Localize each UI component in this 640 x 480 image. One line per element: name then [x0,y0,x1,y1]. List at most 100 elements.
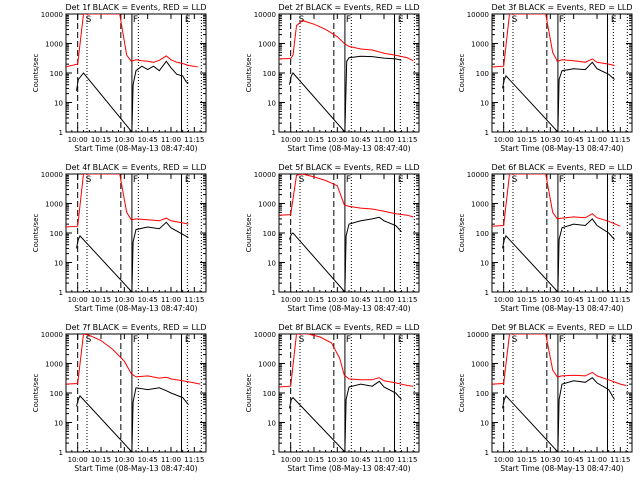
x-tick-label: 11:00 [161,456,181,464]
panel-det-2: Det 2f BLACK = Events, RED = LLD 1 10 100 10… [245,3,420,153]
x-axis-label: Start Time (08-May-13 08:47:40) [500,464,623,473]
y-axis-label: Counts/sec [458,214,466,253]
marker-annotation: E [398,175,404,185]
marker-annotation: E [611,15,617,25]
marker-annotation: S [512,175,518,185]
y-tick-label: 1 [59,449,63,457]
x-tick-label: 11:15 [184,296,204,304]
x-tick-label: 10:45 [564,136,584,144]
y-tick-label: 100 [476,70,489,78]
y-tick-label: 100 [263,230,276,238]
x-axis-label: Start Time (08-May-13 08:47:40) [500,304,623,313]
x-tick-label: 10:45 [351,296,371,304]
x-tick-label: 10:15 [517,456,537,464]
events-series-line [289,55,402,132]
x-tick-label: 10:45 [138,296,158,304]
events-series-line [76,60,189,132]
x-tick-label: 10:30 [327,296,347,304]
y-tick-label: 100 [476,390,489,398]
y-tick-label: 1 [485,289,489,297]
y-tick-label: 10000 [467,331,489,339]
lld-series-line [279,19,414,62]
x-tick-label: 11:15 [397,136,417,144]
x-tick-label: 11:00 [587,456,607,464]
panel-title: Det 2f BLACK = Events, RED = LLD [278,3,419,12]
marker-annotation: E [185,335,191,345]
y-tick-label: 10 [480,100,489,108]
events-series-line [76,221,189,292]
y-tick-label: 100 [50,390,63,398]
x-tick-label: 10:00 [281,456,301,464]
plot-frame [278,173,420,293]
x-tick-label: 10:30 [114,296,134,304]
x-axis-label: Start Time (08-May-13 08:47:40) [74,464,197,473]
x-axis-label: Start Time (08-May-13 08:47:40) [74,304,197,313]
y-tick-label: 100 [50,230,63,238]
events-series-line [76,387,189,452]
x-tick-label: 10:45 [351,136,371,144]
y-tick-label: 1 [485,129,489,137]
y-tick-label: 100 [263,70,276,78]
y-tick-label: 1 [272,449,276,457]
panel-title: Det 3f BLACK = Events, RED = LLD [491,3,632,12]
y-axis-label: Counts/sec [245,54,253,93]
x-tick-label: 10:30 [114,456,134,464]
plot-frame [278,13,420,133]
x-tick-label: 11:00 [587,296,607,304]
y-tick-label: 10000 [254,11,276,19]
x-tick-label: 10:00 [494,136,514,144]
x-tick-label: 10:00 [68,456,88,464]
y-tick-label: 1000 [45,201,63,209]
plot-frame [65,173,207,293]
panel-title: Det 8f BLACK = Events, RED = LLD [278,323,419,332]
x-tick-label: 10:30 [540,456,560,464]
x-tick-label: 10:15 [517,136,537,144]
y-tick-label: 10 [54,260,63,268]
lld-series-line [279,174,414,218]
y-tick-label: 1000 [258,201,276,209]
y-axis-label: Counts/sec [32,374,40,413]
y-tick-label: 10000 [41,171,63,179]
x-tick-label: 10:15 [304,296,324,304]
marker-annotation: S [86,335,92,345]
x-axis-label: Start Time (08-May-13 08:47:40) [287,144,410,153]
lld-series-line [492,14,615,68]
marker-annotation: E [185,15,191,25]
lld-series-line [66,14,198,68]
x-tick-label: 10:00 [494,296,514,304]
x-tick-label: 10:15 [517,296,537,304]
x-tick-label: 11:00 [374,136,394,144]
x-tick-label: 11:15 [184,456,204,464]
panel-det-9: Det 9f BLACK = Events, RED = LLD 1 10 100 10… [458,323,633,473]
y-tick-label: 10000 [41,11,63,19]
y-tick-label: 10 [267,260,276,268]
y-tick-label: 10 [480,420,489,428]
marker-annotation: F [346,335,351,345]
x-tick-label: 11:15 [610,456,630,464]
marker-annotation: E [398,335,404,345]
y-tick-label: 1 [59,129,63,137]
marker-annotation: S [299,335,305,345]
lld-series-line [66,334,201,385]
y-tick-label: 1000 [45,361,63,369]
x-tick-label: 10:30 [540,296,560,304]
panel-det-8: Det 8f BLACK = Events, RED = LLD 1 10 100 10… [245,323,420,473]
x-tick-label: 11:00 [161,136,181,144]
x-tick-label: 11:00 [374,456,394,464]
y-tick-label: 1 [485,449,489,457]
y-tick-label: 1000 [45,41,63,49]
y-tick-label: 1000 [471,201,489,209]
x-tick-label: 10:45 [564,296,584,304]
events-series-line [289,380,402,452]
y-tick-label: 1000 [258,41,276,49]
x-tick-label: 10:45 [564,456,584,464]
x-tick-label: 10:00 [281,296,301,304]
events-series-line [502,61,615,132]
y-tick-label: 10 [267,100,276,108]
marker-annotation: S [86,175,92,185]
plot-frame [278,333,420,453]
lld-series-line [66,174,189,228]
x-tick-label: 10:15 [304,456,324,464]
y-tick-label: 10000 [254,331,276,339]
